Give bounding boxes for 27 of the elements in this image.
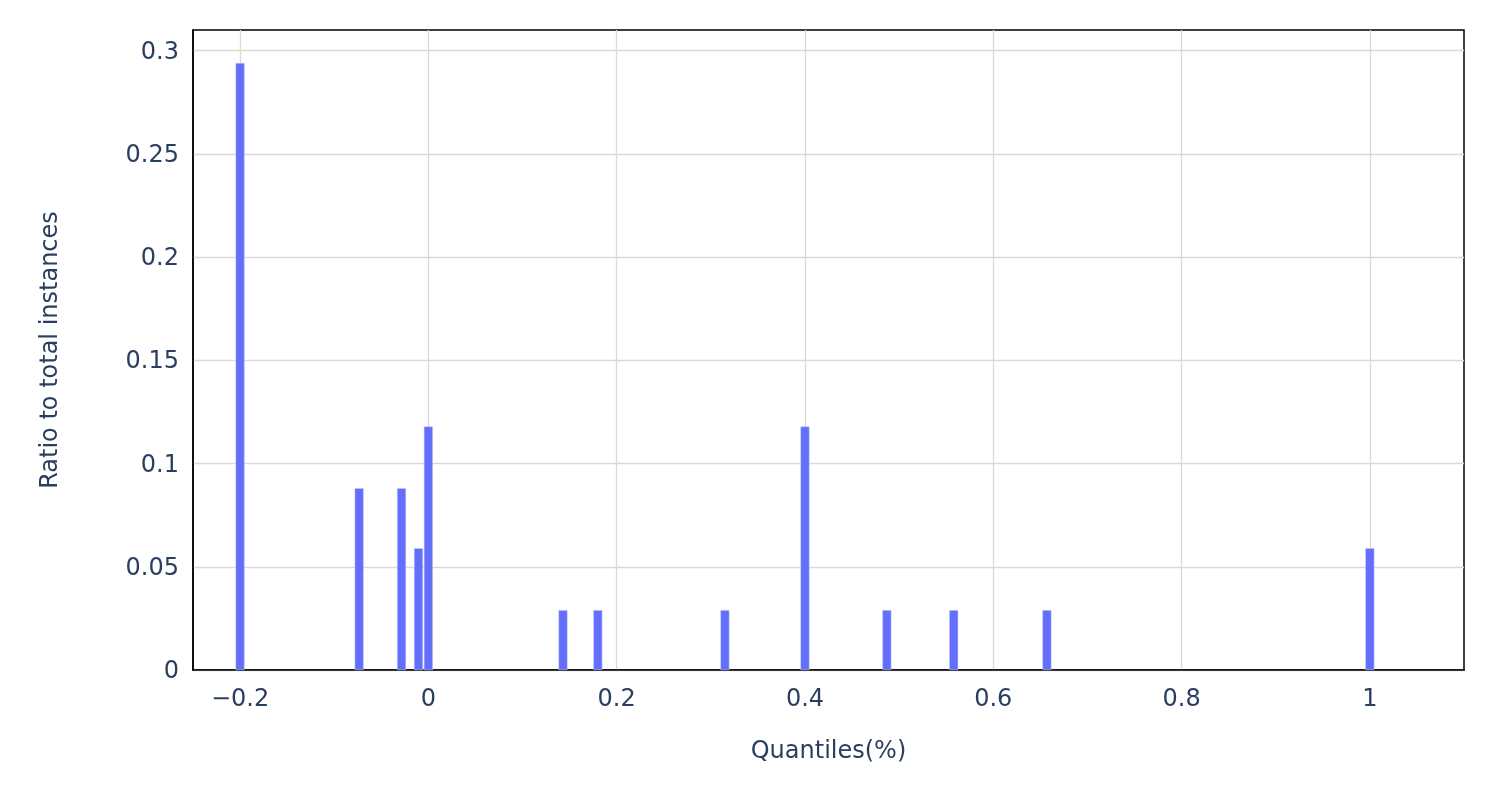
x-tick-label: 0.8	[1162, 684, 1201, 712]
y-axis-title: Ratio to total instances	[35, 211, 63, 489]
bar	[593, 610, 603, 670]
x-tick-label: 1	[1362, 684, 1378, 712]
x-tick-label: 0	[420, 684, 437, 712]
bar	[949, 610, 959, 670]
bar	[397, 488, 407, 670]
x-tick-label: −0.2	[210, 684, 270, 712]
bar	[235, 63, 245, 670]
x-tick-label: 0.2	[597, 684, 636, 712]
bar	[1365, 548, 1375, 670]
x-tick-label: 0.4	[785, 684, 825, 712]
bar	[354, 488, 364, 670]
bar	[720, 610, 730, 670]
y-tick-label: 0.3	[140, 36, 179, 65]
bar	[558, 610, 568, 670]
y-tick-label: 0.25	[125, 139, 179, 168]
y-tick-label: 0.05	[125, 552, 179, 581]
y-tick-label: 0.2	[140, 243, 179, 272]
bar	[1042, 610, 1052, 670]
bar	[800, 426, 810, 670]
bar	[882, 610, 892, 670]
x-axis-title: Quantiles(%)	[750, 736, 907, 764]
y-tick-label: 0	[163, 656, 179, 684]
y-tick-label: 0.15	[125, 346, 179, 375]
y-tick-label: 0.1	[140, 449, 179, 478]
x-tick-label: 0.6	[974, 684, 1013, 712]
